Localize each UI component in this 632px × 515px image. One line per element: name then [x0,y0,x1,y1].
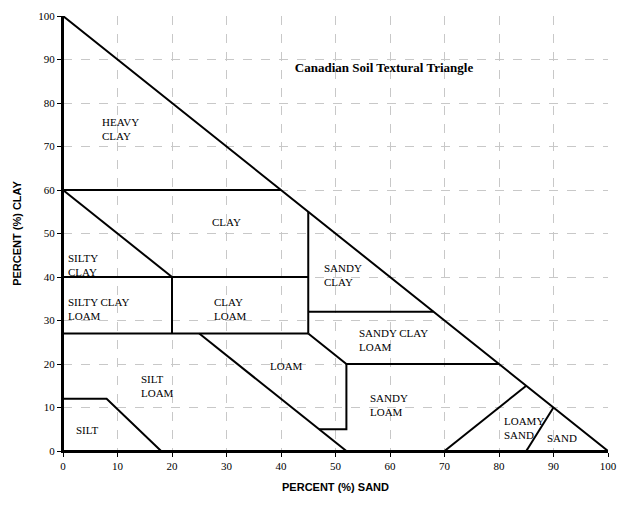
svg-text:40: 40 [276,460,288,472]
svg-text:PERCENT (%) SAND: PERCENT (%) SAND [282,481,389,493]
svg-text:SILTYCLAY: SILTYCLAY [68,252,98,278]
svg-text:100: 100 [600,460,617,472]
svg-text:10: 10 [44,401,56,413]
svg-text:60: 60 [44,184,56,196]
svg-text:SANDYCLAY: SANDYCLAY [324,262,362,288]
svg-text:80: 80 [494,460,506,472]
svg-text:CLAY: CLAY [212,216,241,228]
svg-text:SILTLOAM: SILTLOAM [141,373,174,399]
svg-text:SANDY CLAYLOAM: SANDY CLAYLOAM [359,327,428,353]
svg-text:70: 70 [44,140,56,152]
svg-text:70: 70 [439,460,451,472]
svg-text:CLAYLOAM: CLAYLOAM [214,296,247,322]
svg-text:SAND: SAND [547,432,577,444]
svg-text:90: 90 [548,460,560,472]
svg-text:10: 10 [112,460,124,472]
svg-text:50: 50 [330,460,342,472]
svg-text:30: 30 [44,314,56,326]
svg-text:PERCENT (%) CLAY: PERCENT (%) CLAY [11,180,23,285]
svg-text:LOAM: LOAM [270,360,303,372]
svg-text:30: 30 [221,460,233,472]
svg-text:HEAVYCLAY: HEAVYCLAY [102,116,139,142]
svg-text:80: 80 [44,97,56,109]
svg-text:SANDYLOAM: SANDYLOAM [370,392,408,418]
svg-text:0: 0 [49,445,55,457]
svg-text:SILTY CLAYLOAM: SILTY CLAYLOAM [68,296,129,322]
svg-text:SILT: SILT [76,424,98,436]
svg-text:0: 0 [60,460,66,472]
svg-text:LOAMYSAND: LOAMYSAND [504,415,544,441]
svg-text:20: 20 [167,460,179,472]
svg-text:50: 50 [44,227,56,239]
svg-text:Canadian Soil Textural Triangl: Canadian Soil Textural Triangle [295,60,474,75]
svg-text:60: 60 [385,460,397,472]
svg-text:100: 100 [38,10,55,22]
svg-text:40: 40 [44,271,56,283]
svg-text:20: 20 [44,358,56,370]
svg-text:90: 90 [44,53,56,65]
